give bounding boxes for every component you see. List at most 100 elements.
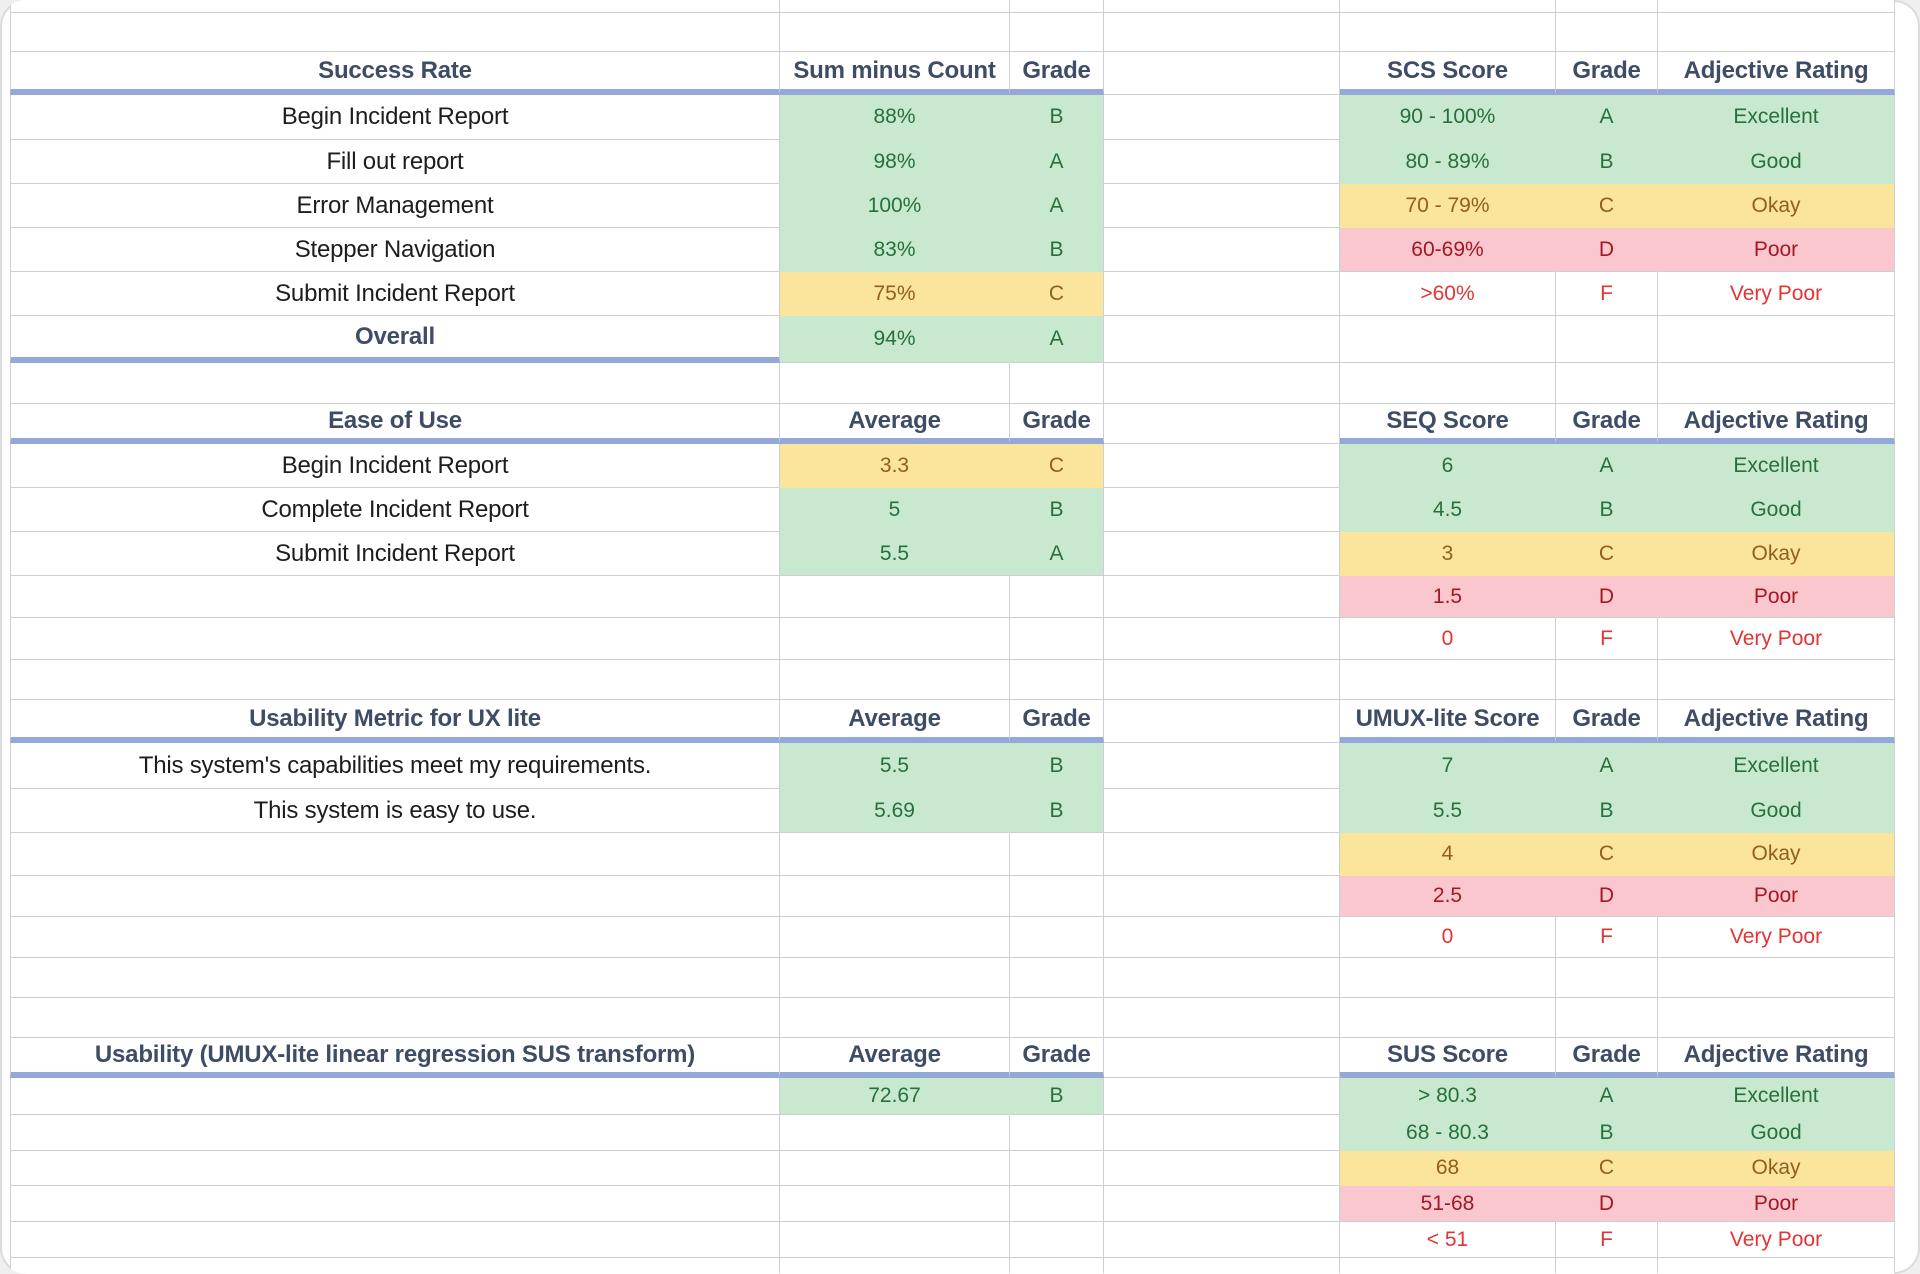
adjective-cell[interactable]: Good — [1658, 789, 1895, 833]
adjective-cell[interactable]: Good — [1658, 488, 1895, 532]
score-cell[interactable]: 2.5 — [1340, 876, 1556, 917]
column-header-cell[interactable]: UMUX-lite Score — [1340, 700, 1556, 743]
value-cell[interactable] — [780, 1115, 1010, 1151]
adjective-cell[interactable]: Very Poor — [1658, 618, 1895, 660]
value-cell[interactable]: 5.5 — [780, 532, 1010, 576]
adjective-cell[interactable]: Okay — [1658, 833, 1895, 876]
row-label-cell[interactable]: Error Management — [10, 184, 780, 228]
score-cell[interactable]: 68 - 80.3 — [1340, 1115, 1556, 1151]
row-label-cell[interactable]: Fill out report — [10, 140, 780, 184]
grade-cell[interactable] — [1556, 316, 1658, 363]
score-cell[interactable]: 7 — [1340, 743, 1556, 789]
score-cell[interactable]: < 51 — [1340, 1222, 1556, 1258]
value-cell[interactable] — [780, 1151, 1010, 1186]
grade-cell[interactable]: B — [1556, 1115, 1658, 1151]
score-cell[interactable]: 60-69% — [1340, 228, 1556, 272]
grade-cell[interactable]: B — [1556, 140, 1658, 184]
value-cell[interactable] — [780, 833, 1010, 876]
adjective-cell[interactable]: Poor — [1658, 1186, 1895, 1222]
column-header-cell[interactable]: Grade — [1556, 404, 1658, 444]
score-cell[interactable]: >60% — [1340, 272, 1556, 316]
section-title-cell[interactable]: Usability Metric for UX lite — [10, 700, 780, 743]
grade-cell[interactable] — [1010, 618, 1104, 660]
grade-cell[interactable]: D — [1556, 876, 1658, 917]
adjective-cell[interactable]: Okay — [1658, 1151, 1895, 1186]
adjective-cell[interactable]: Very Poor — [1658, 272, 1895, 316]
value-cell[interactable]: 72.67 — [780, 1078, 1010, 1115]
grade-cell[interactable]: B — [1010, 743, 1104, 789]
grade-cell[interactable]: A — [1010, 140, 1104, 184]
column-header-cell[interactable]: Grade — [1556, 52, 1658, 95]
value-cell[interactable] — [780, 618, 1010, 660]
grade-cell[interactable]: D — [1556, 576, 1658, 618]
adjective-cell[interactable]: Poor — [1658, 576, 1895, 618]
row-label-cell[interactable]: Begin Incident Report — [10, 444, 780, 488]
column-header-cell[interactable]: Adjective Rating — [1658, 404, 1895, 444]
value-cell[interactable]: 83% — [780, 228, 1010, 272]
row-label-cell[interactable] — [10, 618, 780, 660]
column-header-cell[interactable]: Average — [780, 700, 1010, 743]
value-cell[interactable] — [780, 576, 1010, 618]
row-label-cell[interactable] — [10, 876, 780, 917]
value-cell[interactable]: 5.5 — [780, 743, 1010, 789]
value-cell[interactable] — [780, 917, 1010, 958]
adjective-cell[interactable]: Good — [1658, 1115, 1895, 1151]
adjective-cell[interactable]: Excellent — [1658, 743, 1895, 789]
grade-cell[interactable]: C — [1556, 833, 1658, 876]
row-label-cell[interactable]: This system's capabilities meet my requi… — [10, 743, 780, 789]
grade-cell[interactable] — [1010, 1222, 1104, 1258]
grade-cell[interactable]: A — [1556, 95, 1658, 140]
grade-cell[interactable] — [1010, 917, 1104, 958]
grade-cell[interactable] — [1010, 833, 1104, 876]
section-title-cell[interactable]: Ease of Use — [10, 404, 780, 444]
grade-cell[interactable] — [1010, 1115, 1104, 1151]
score-cell[interactable]: 4.5 — [1340, 488, 1556, 532]
section-title-cell[interactable]: Success Rate — [10, 52, 780, 95]
row-label-cell[interactable] — [10, 917, 780, 958]
section-title-cell[interactable]: Usability (UMUX-lite linear regression S… — [10, 1038, 780, 1078]
score-cell[interactable]: 90 - 100% — [1340, 95, 1556, 140]
row-label-cell[interactable]: Submit Incident Report — [10, 532, 780, 576]
row-label-cell[interactable] — [10, 833, 780, 876]
grade-cell[interactable]: D — [1556, 228, 1658, 272]
grade-cell[interactable]: F — [1556, 618, 1658, 660]
column-header-cell[interactable]: Grade — [1010, 700, 1104, 743]
value-cell[interactable] — [780, 876, 1010, 917]
row-label-cell[interactable]: Submit Incident Report — [10, 272, 780, 316]
grade-cell[interactable]: B — [1556, 488, 1658, 532]
score-cell[interactable]: 3 — [1340, 532, 1556, 576]
column-header-cell[interactable]: Sum minus Count — [780, 52, 1010, 95]
row-label-cell[interactable]: Stepper Navigation — [10, 228, 780, 272]
grade-cell[interactable]: A — [1010, 184, 1104, 228]
row-label-cell[interactable] — [10, 1151, 780, 1186]
row-label-cell[interactable] — [10, 1222, 780, 1258]
score-cell[interactable]: 0 — [1340, 618, 1556, 660]
row-label-cell[interactable]: This system is easy to use. — [10, 789, 780, 833]
value-cell[interactable]: 5 — [780, 488, 1010, 532]
column-header-cell[interactable]: Adjective Rating — [1658, 700, 1895, 743]
value-cell[interactable]: 75% — [780, 272, 1010, 316]
score-cell[interactable]: 68 — [1340, 1151, 1556, 1186]
grade-cell[interactable]: B — [1010, 488, 1104, 532]
column-header-cell[interactable]: Grade — [1010, 1038, 1104, 1078]
value-cell[interactable] — [780, 1222, 1010, 1258]
adjective-cell[interactable]: Okay — [1658, 184, 1895, 228]
column-header-cell[interactable]: Grade — [1010, 52, 1104, 95]
value-cell[interactable]: 100% — [780, 184, 1010, 228]
grade-cell[interactable]: A — [1010, 532, 1104, 576]
column-header-cell[interactable]: SEQ Score — [1340, 404, 1556, 444]
score-cell[interactable]: 51-68 — [1340, 1186, 1556, 1222]
grade-cell[interactable]: D — [1556, 1186, 1658, 1222]
grade-cell[interactable]: C — [1556, 1151, 1658, 1186]
grade-cell[interactable] — [1010, 576, 1104, 618]
row-label-cell[interactable]: Overall — [10, 316, 780, 363]
adjective-cell[interactable]: Excellent — [1658, 95, 1895, 140]
score-cell[interactable]: 4 — [1340, 833, 1556, 876]
adjective-cell[interactable]: Good — [1658, 140, 1895, 184]
grade-cell[interactable]: B — [1010, 789, 1104, 833]
column-header-cell[interactable]: SUS Score — [1340, 1038, 1556, 1078]
grade-cell[interactable] — [1010, 876, 1104, 917]
grade-cell[interactable]: C — [1010, 272, 1104, 316]
adjective-cell[interactable]: Poor — [1658, 228, 1895, 272]
score-cell[interactable]: 1.5 — [1340, 576, 1556, 618]
